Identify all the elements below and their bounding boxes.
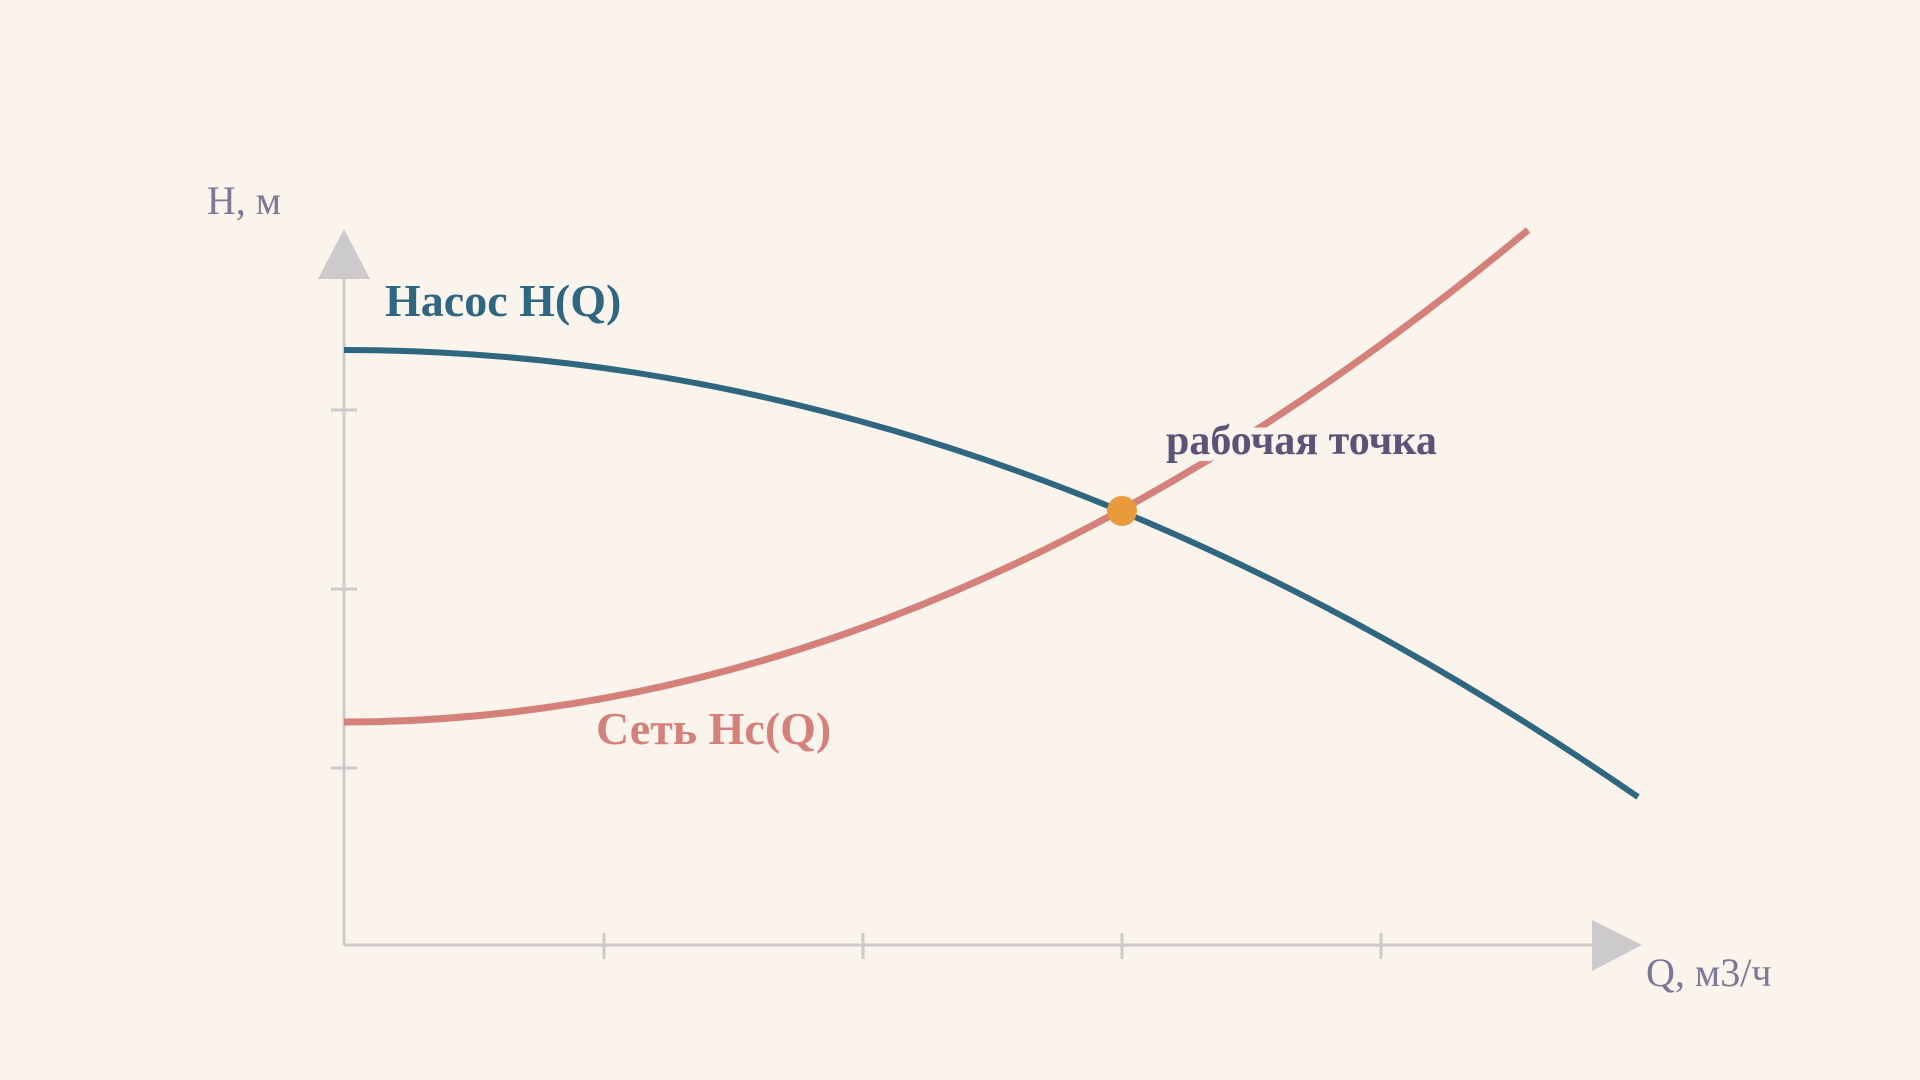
- system-label: Сеть Hc(Q): [596, 703, 831, 754]
- y-axis-label: H, м: [207, 178, 281, 223]
- axes: [331, 276, 1595, 959]
- pump-curve: [343, 347, 1640, 800]
- x-axis-arrow: [1592, 920, 1642, 971]
- y-axis-arrow: [318, 229, 370, 279]
- system-curve: [343, 227, 1531, 726]
- x-axis-label: Q, м3/ч: [1646, 950, 1771, 995]
- point-label: рабочая точка: [1166, 418, 1437, 464]
- operating-point: [1107, 496, 1137, 526]
- pump-label: Насос H(Q): [385, 275, 621, 326]
